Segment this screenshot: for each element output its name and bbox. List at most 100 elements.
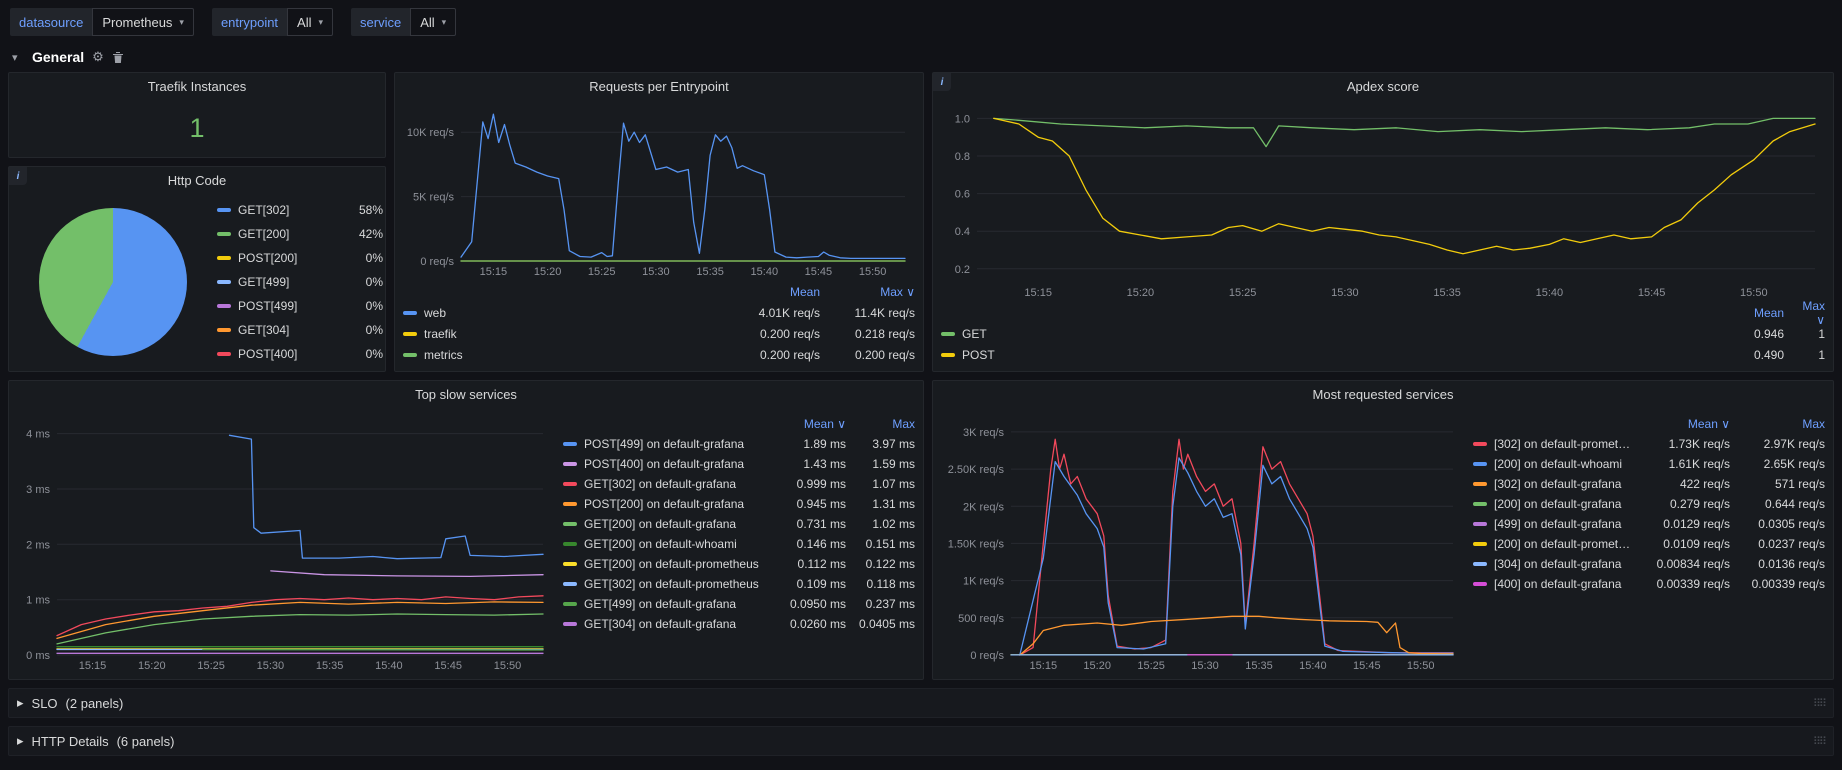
series-color-swatch	[217, 280, 231, 284]
series-color-swatch	[563, 502, 577, 506]
row-http-details-title: HTTP Details	[31, 733, 109, 749]
requests-chart[interactable]: 0 req/s 5K req/s 10K req/s 15:15 15:20 15:25 1…	[403, 101, 915, 279]
series-color-swatch	[563, 462, 577, 466]
top-slow-chart[interactable]: 0 ms 1 ms 2 ms 3 ms 4 ms 15:15 15:20 15:25 15:30…	[17, 409, 553, 673]
series-color-swatch	[563, 582, 577, 586]
svg-text:15:50: 15:50	[494, 660, 522, 672]
chevron-right-icon: ▸	[17, 695, 24, 710]
series-color-swatch	[217, 304, 231, 308]
legend-row[interactable]: POST[499] 0%	[217, 296, 383, 317]
row-delete-trash-icon[interactable]	[112, 51, 124, 64]
legend-row[interactable]: [302] on default-grafana 422 req/s 571 r…	[1473, 474, 1825, 494]
apdex-chart[interactable]: 0.2 0.4 0.6 0.8 1.0 15:15 15:20 15:25 15:30 15:35…	[941, 101, 1825, 300]
svg-text:15:50: 15:50	[859, 266, 887, 278]
legend-mean-header[interactable]: Mean ∨	[803, 416, 846, 431]
legend-mean-header[interactable]: Mean	[1753, 305, 1784, 320]
svg-text:1.50K req/s: 1.50K req/s	[948, 538, 1005, 550]
legend-row[interactable]: [400] on default-grafana 0.00339 req/s 0…	[1473, 574, 1825, 594]
legend-max-header[interactable]: Max ∨	[1802, 298, 1825, 327]
svg-text:10K req/s: 10K req/s	[407, 127, 455, 139]
series-color-swatch	[217, 352, 231, 356]
legend-row[interactable]: [499] on default-grafana 0.0129 req/s 0.…	[1473, 514, 1825, 534]
row-http-details[interactable]: ▸ HTTP Details (6 panels) ⠿⠿	[8, 726, 1834, 756]
row-general[interactable]: ▾ General ⚙	[8, 42, 1834, 72]
svg-text:0.2: 0.2	[955, 264, 970, 276]
row-settings-gear-icon[interactable]: ⚙	[92, 49, 104, 64]
panel-title[interactable]: Apdex score	[1346, 78, 1420, 94]
legend-row[interactable]: metrics 0.200 req/s 0.200 req/s	[403, 344, 915, 365]
panel-title[interactable]: Top slow services	[415, 386, 517, 402]
svg-text:2.50K req/s: 2.50K req/s	[948, 464, 1005, 476]
legend-row[interactable]: POST 0.490 1	[941, 344, 1825, 365]
svg-text:15:30: 15:30	[642, 266, 670, 278]
row-slo[interactable]: ▸ SLO (2 panels) ⠿⠿	[8, 688, 1834, 718]
row-general-title[interactable]: General	[32, 49, 85, 65]
svg-text:5K req/s: 5K req/s	[413, 192, 454, 204]
apdex-legend: Mean Max ∨ GET 0.946 1	[941, 298, 1825, 365]
variable-entrypoint-value[interactable]: All ▾	[287, 8, 334, 36]
variable-service-value[interactable]: All ▾	[410, 8, 457, 36]
legend-row[interactable]: GET[200] on default-prometheus 0.112 ms …	[563, 554, 915, 574]
series-color-swatch	[1473, 562, 1487, 566]
panel-title[interactable]: Traefik Instances	[147, 78, 247, 94]
series-color-swatch	[941, 331, 955, 336]
legend-row[interactable]: POST[200] on default-grafana 0.945 ms 1.…	[563, 494, 915, 514]
info-icon[interactable]: i	[933, 73, 951, 91]
svg-text:15:25: 15:25	[588, 266, 616, 278]
panel-title[interactable]: Http Code	[167, 172, 227, 188]
legend-mean-header[interactable]: Mean	[789, 284, 820, 299]
legend-row[interactable]: GET[304] 0%	[217, 320, 383, 341]
legend-row[interactable]: POST[400] 0%	[217, 344, 383, 365]
legend-row[interactable]: GET[200] on default-whoami 0.146 ms 0.15…	[563, 534, 915, 554]
stat-instances-value: 1	[189, 112, 205, 143]
variable-datasource-value[interactable]: Prometheus ▾	[92, 8, 194, 36]
legend-row[interactable]: GET[499] 0%	[217, 272, 383, 293]
info-icon[interactable]: i	[9, 167, 27, 185]
row-drag-handle[interactable]: ⠿⠿	[1812, 697, 1827, 710]
series-color-swatch	[1473, 442, 1487, 446]
legend-row[interactable]: POST[499] on default-grafana 1.89 ms 3.9…	[563, 434, 915, 454]
series-color-swatch	[217, 328, 231, 332]
legend-row[interactable]: [304] on default-grafana 0.00834 req/s 0…	[1473, 554, 1825, 574]
legend-max-header[interactable]: Max	[1802, 416, 1825, 431]
svg-text:15:30: 15:30	[1191, 660, 1219, 672]
http-code-pie-chart[interactable]	[39, 208, 187, 356]
svg-text:4 ms: 4 ms	[26, 429, 50, 441]
series-color-swatch	[1473, 582, 1487, 586]
row-slo-title: SLO	[31, 695, 58, 711]
legend-row[interactable]: [302] on default-prometheus 1.73K req/s …	[1473, 434, 1825, 454]
legend-row[interactable]: web 4.01K req/s 11.4K req/s	[403, 302, 915, 323]
panel-title[interactable]: Requests per Entrypoint	[589, 78, 729, 94]
series-color-swatch	[403, 331, 417, 336]
panel-http-code: i Http Code GET[302] 58%	[8, 166, 386, 372]
legend-row[interactable]: GET 0.946 1	[941, 323, 1825, 344]
svg-text:15:35: 15:35	[1245, 660, 1273, 672]
svg-text:15:50: 15:50	[1740, 287, 1768, 299]
panel-top-slow-services: Top slow services 0 ms 1 ms 2 ms 3 ms 4 ms 15…	[8, 380, 924, 680]
legend-row[interactable]: GET[302] on default-grafana 0.999 ms 1.0…	[563, 474, 915, 494]
most-requested-chart[interactable]: 0 req/s 500 req/s 1K req/s 1.50K req/s 2K re…	[941, 409, 1463, 673]
legend-max-header[interactable]: Max ∨	[880, 284, 915, 299]
legend-row[interactable]: GET[304] on default-grafana 0.0260 ms 0.…	[563, 614, 915, 634]
svg-text:15:20: 15:20	[534, 266, 562, 278]
series-color-swatch	[563, 542, 577, 546]
legend-row[interactable]: GET[200] 42%	[217, 224, 383, 245]
legend-row[interactable]: [200] on default-prometheus 0.0109 req/s…	[1473, 534, 1825, 554]
series-color-swatch	[403, 352, 417, 357]
legend-mean-header[interactable]: Mean ∨	[1687, 416, 1730, 431]
legend-row[interactable]: [200] on default-whoami 1.61K req/s 2.65…	[1473, 454, 1825, 474]
legend-row[interactable]: [200] on default-grafana 0.279 req/s 0.6…	[1473, 494, 1825, 514]
chevron-down-icon: ▾	[441, 16, 447, 27]
panel-title[interactable]: Most requested services	[1312, 386, 1454, 402]
legend-row[interactable]: GET[499] on default-grafana 0.0950 ms 0.…	[563, 594, 915, 614]
requests-legend: Mean Max ∨ web 4.01K req/s 11.4K req/s	[403, 279, 915, 365]
legend-max-header[interactable]: Max	[892, 416, 915, 431]
legend-row[interactable]: traefik 0.200 req/s 0.218 req/s	[403, 323, 915, 344]
legend-row[interactable]: POST[400] on default-grafana 1.43 ms 1.5…	[563, 454, 915, 474]
legend-row[interactable]: POST[200] 0%	[217, 248, 383, 269]
row-drag-handle[interactable]: ⠿⠿	[1812, 735, 1827, 748]
legend-row[interactable]: GET[302] on default-prometheus 0.109 ms …	[563, 574, 915, 594]
legend-row[interactable]: GET[200] on default-grafana 0.731 ms 1.0…	[563, 514, 915, 534]
variable-datasource: datasource Prometheus ▾	[10, 8, 194, 36]
legend-row[interactable]: GET[302] 58%	[217, 200, 383, 221]
